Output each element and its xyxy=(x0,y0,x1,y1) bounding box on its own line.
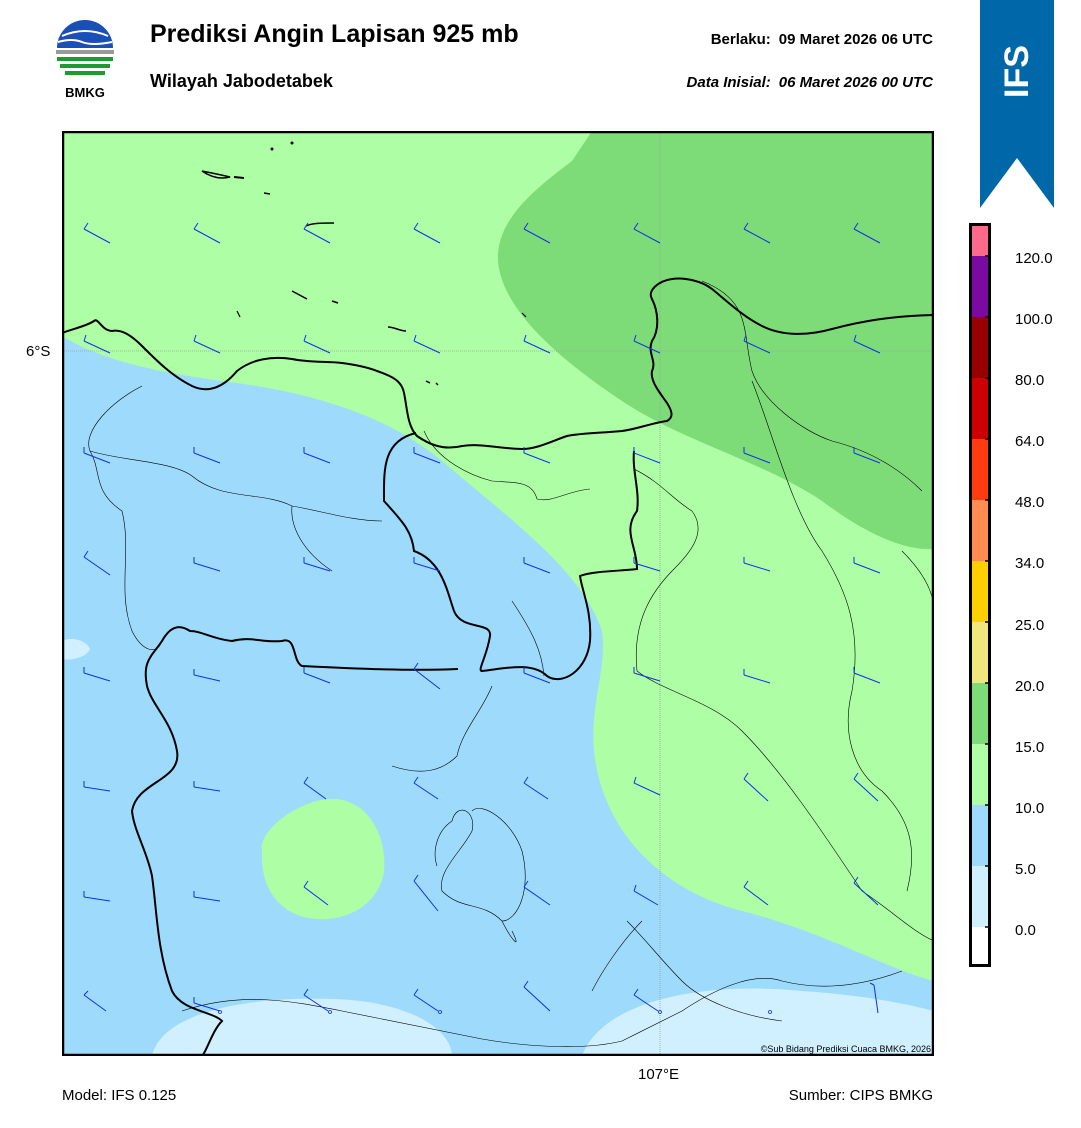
bmkg-logo-icon xyxy=(55,20,115,82)
wind-map xyxy=(62,131,934,1056)
colorbar xyxy=(969,223,991,967)
island xyxy=(521,312,527,318)
colorbar-segment-12 xyxy=(969,223,991,256)
regency-borders xyxy=(88,280,934,1047)
init-value: 06 Maret 2026 00 UTC xyxy=(778,74,933,91)
colorbar-segment-4 xyxy=(969,683,991,744)
valid-time: Berlaku: 09 Maret 2026 06 UTC xyxy=(711,31,933,48)
colorbar-segment-3 xyxy=(969,744,991,805)
colorbar-label: 15.0 xyxy=(1015,739,1045,756)
island xyxy=(425,380,431,384)
colorbar-label: 48.0 xyxy=(1015,494,1045,511)
wind-band-fresh xyxy=(497,131,934,550)
colorbar-label: 34.0 xyxy=(1015,555,1045,572)
copyright-text: ©Sub Bidang Prediksi Cuaca BMKG, 2026 xyxy=(760,1044,931,1054)
island xyxy=(201,170,231,179)
map-frame xyxy=(62,131,934,1056)
calm-markers xyxy=(218,1010,772,1014)
page-title: Prediksi Angin Lapisan 925 mb xyxy=(150,20,519,48)
island xyxy=(331,300,339,304)
lat-label: 6°S xyxy=(26,343,51,360)
island xyxy=(263,192,271,195)
ribbon-label: IFS xyxy=(997,44,1036,98)
init-label: Data Inisial: xyxy=(686,74,771,91)
logo-text: BMKG xyxy=(65,85,105,100)
province-border xyxy=(382,432,639,681)
colorbar-segment-0 xyxy=(969,927,991,967)
colorbar-segment-1 xyxy=(969,866,991,927)
coastline xyxy=(62,277,934,451)
source-info: Sumber: CIPS BMKG xyxy=(788,1087,933,1104)
wind-band-calm-small xyxy=(62,638,90,660)
page-subtitle: Wilayah Jabodetabek xyxy=(150,71,333,91)
colorbar-segment-5 xyxy=(969,622,991,683)
init-time: Data Inisial: 06 Maret 2026 00 UTC xyxy=(687,74,933,91)
colorbar-label: 120.0 xyxy=(1015,250,1053,267)
province-border xyxy=(130,626,459,1056)
colorbar-label: 100.0 xyxy=(1015,311,1053,328)
wind-barbs xyxy=(83,222,881,1014)
valid-label: Berlaku: xyxy=(710,31,771,48)
colorbar-label: 25.0 xyxy=(1015,617,1045,634)
colorbar-label: 10.0 xyxy=(1015,800,1045,817)
colorbar-label: 80.0 xyxy=(1015,372,1045,389)
lon-label: 107°E xyxy=(638,1066,680,1083)
colorbar-segment-8 xyxy=(969,439,991,500)
colorbar-segment-2 xyxy=(969,805,991,866)
colorbar-segment-7 xyxy=(969,500,991,561)
wind-band-calm-west xyxy=(152,998,452,1056)
island xyxy=(387,326,407,332)
island xyxy=(305,222,335,227)
colorbar-segment-11 xyxy=(969,256,991,317)
colorbar-segment-9 xyxy=(969,378,991,439)
valid-value: 09 Maret 2026 06 UTC xyxy=(778,31,933,48)
island xyxy=(236,310,241,318)
ifs-ribbon-icon xyxy=(980,0,1054,208)
colorbar-label: 0.0 xyxy=(1015,922,1036,939)
model-info: Model: IFS 0.125 xyxy=(62,1087,177,1104)
colorbar-label: 5.0 xyxy=(1015,861,1036,878)
colorbar-segment-6 xyxy=(969,561,991,622)
island xyxy=(291,290,308,300)
colorbar-label: 20.0 xyxy=(1015,678,1045,695)
island xyxy=(435,382,439,386)
island xyxy=(233,176,245,179)
colorbar-label: 64.0 xyxy=(1015,433,1045,450)
colorbar-segment-10 xyxy=(969,317,991,378)
wind-band-calm-east xyxy=(582,988,934,1056)
wind-band-moderate-blob xyxy=(261,798,385,920)
